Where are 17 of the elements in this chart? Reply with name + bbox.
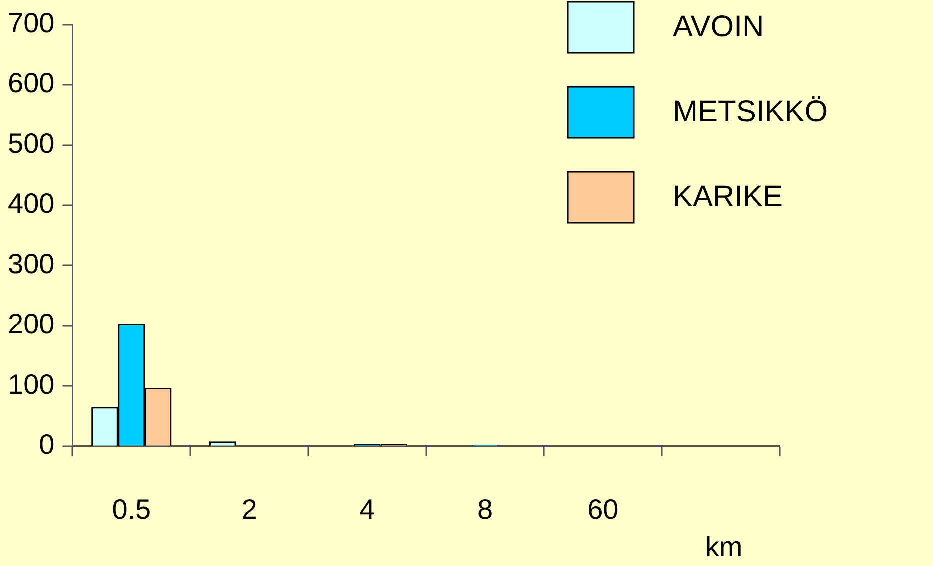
y-tick-label: 300 xyxy=(8,248,55,280)
y-tick-label: 200 xyxy=(8,308,55,340)
y-tick-label: 0 xyxy=(39,429,55,460)
legend-label: METSIKKÖ xyxy=(673,95,828,128)
y-tick-label: 100 xyxy=(8,368,55,400)
y-tick-label: 500 xyxy=(8,128,55,159)
x-tick-label: 0.5 xyxy=(112,494,152,525)
legend-label: AVOIN xyxy=(673,10,764,44)
x-tick-label: 4 xyxy=(360,494,376,525)
y-tick-label: 600 xyxy=(8,68,55,99)
x-axis-title: km xyxy=(705,532,743,563)
y-tick-label: 400 xyxy=(8,188,55,220)
x-tick-label: 60 xyxy=(588,494,619,525)
y-tick-label: 700 xyxy=(8,8,55,39)
legend-label: KARIKE xyxy=(673,180,784,214)
x-tick-label: 2 xyxy=(242,494,258,525)
x-tick-label: 8 xyxy=(478,494,494,525)
